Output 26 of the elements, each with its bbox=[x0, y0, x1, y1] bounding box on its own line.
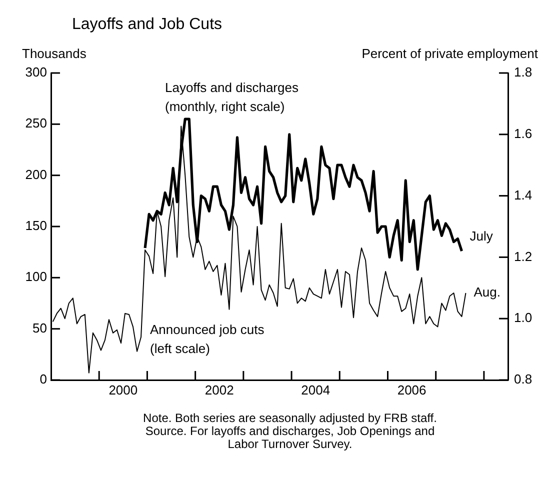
y2-tick-label: 1.0 bbox=[514, 310, 532, 326]
chart-title: Layoffs and Job Cuts bbox=[72, 16, 222, 34]
x-tick-label: 2002 bbox=[204, 382, 234, 398]
series-label: Layoffs and discharges (monthly, right scale) bbox=[165, 79, 300, 116]
series-label: Announced job cuts (left scale) bbox=[150, 321, 266, 358]
source-note: Source. For layoffs and discharges, Job Openings and Labor Turnover Survey. bbox=[144, 424, 436, 451]
y-axis-title: Thousands bbox=[22, 46, 86, 61]
y-tick-label: 200 bbox=[25, 166, 47, 182]
y2-tick-label: 1.8 bbox=[514, 64, 532, 80]
y-tick-label: 0 bbox=[40, 372, 47, 387]
y2-tick-label: 1.4 bbox=[514, 187, 532, 202]
y-tick-label: 250 bbox=[25, 116, 47, 131]
x-tick-label: 2000 bbox=[108, 382, 138, 398]
y2-tick-label: 1.2 bbox=[514, 248, 532, 264]
y-tick-label: 100 bbox=[25, 269, 47, 284]
text: Note. Both series are seasonally adjusted by FRB staff. bbox=[142, 411, 438, 425]
y2-axis-title: Percent of private employment bbox=[362, 46, 538, 61]
x-tick-label: 2006 bbox=[397, 382, 426, 398]
y-tick-label: 50 bbox=[32, 320, 47, 336]
y-tick-label: 150 bbox=[25, 218, 47, 234]
y2-tick-label: 0.8 bbox=[514, 372, 532, 387]
annotation: Aug. bbox=[474, 284, 500, 300]
y2-tick-label: 1.6 bbox=[514, 126, 532, 141]
x-tick-label: 2004 bbox=[301, 382, 330, 398]
y-tick-label: 300 bbox=[25, 64, 47, 80]
annotation: July bbox=[470, 228, 494, 244]
